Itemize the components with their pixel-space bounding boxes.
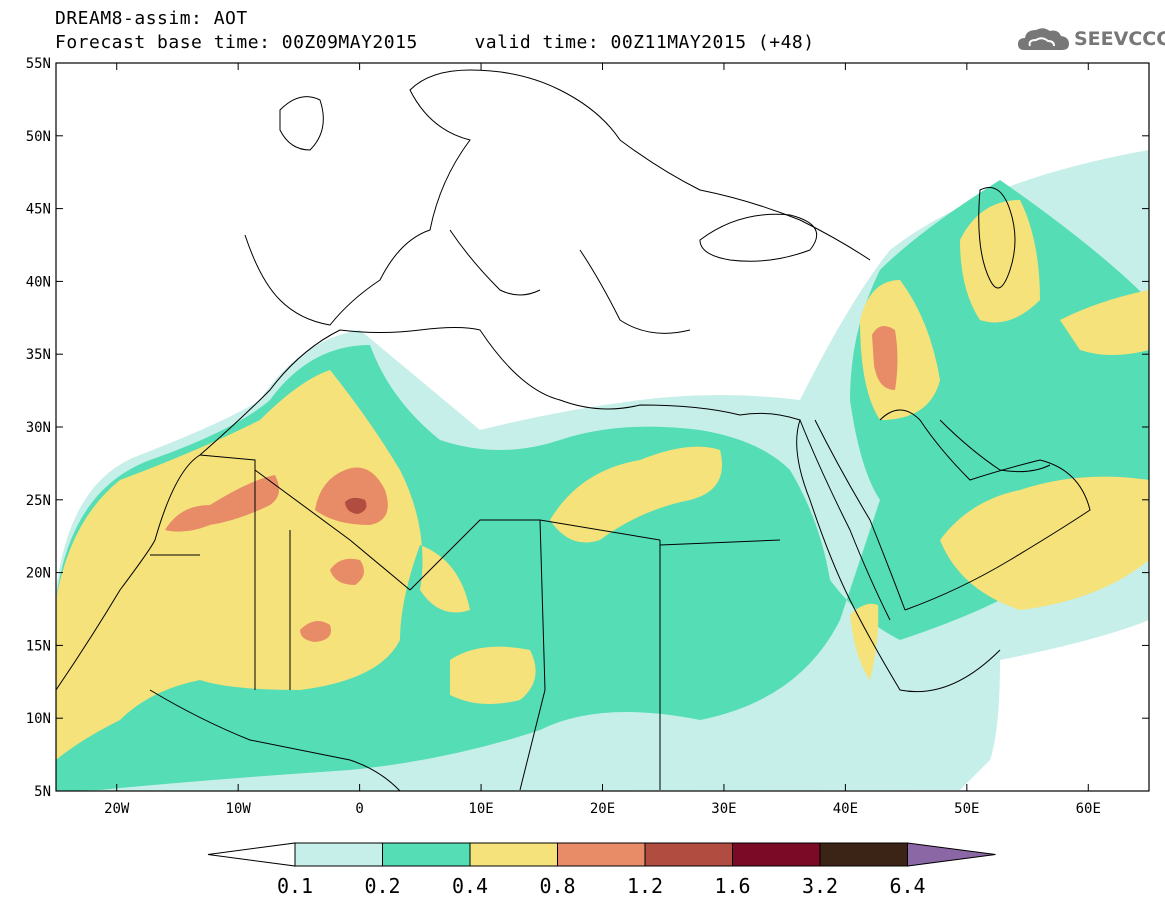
lat-tick-label: 25N: [26, 493, 51, 509]
contour-0.8-mali: [300, 621, 331, 642]
lat-tick-label: 15N: [26, 638, 51, 654]
contour-0.4-iran: [1060, 290, 1149, 355]
contour-0.8-mauritania: [165, 475, 279, 532]
lat-tick-label: 30N: [26, 420, 51, 436]
colorbar-box: [382, 842, 471, 867]
colorbar-underflow: [207, 842, 296, 867]
lon-tick-label: 0: [355, 801, 363, 817]
lon-tick-label: 10E: [468, 801, 493, 817]
contour-0.4-iraq: [860, 280, 940, 420]
axis-ticks: 5N 10N 15N 20N 25N 30N 35N 40N 45N 50N 55N 20W 10W 0 1…: [26, 56, 1149, 817]
lat-tick-label: 55N: [26, 56, 51, 72]
colorbar-overflow: [907, 842, 996, 867]
colorbar-label: 0.2: [364, 874, 400, 898]
contour-0.8-niger: [330, 558, 364, 585]
colorbar-label: 0.8: [539, 874, 575, 898]
contour-0.4-west: [56, 370, 470, 760]
contour-0.8-algeria: [315, 467, 388, 525]
lon-tick-label: 50E: [954, 801, 979, 817]
colorbar: 0.1 0.2 0.4 0.8 1.2 1.6 3.2 6.4: [207, 842, 996, 898]
lon-tick-label: 10W: [226, 801, 252, 817]
lon-tick-label: 40E: [833, 801, 858, 817]
colorbar-box: [819, 842, 908, 867]
lat-tick-label: 10N: [26, 711, 51, 727]
colorbar-box: [557, 842, 646, 867]
chart-title: DREAM8-assim: AOT: [55, 8, 248, 29]
logo-text: SEEVCCC: [1074, 28, 1165, 50]
contour-0.4-chad: [450, 646, 536, 704]
colorbar-box: [644, 842, 733, 867]
colorbar-label: 3.2: [802, 874, 838, 898]
lat-tick-label: 5N: [34, 784, 51, 800]
coastlines: [56, 69, 1091, 791]
colorbar-label: 0.4: [452, 874, 488, 898]
lon-tick-label: 60E: [1076, 801, 1101, 817]
aot-contours: [56, 63, 1149, 791]
lon-tick-label: 30E: [711, 801, 736, 817]
contour-0.4-central: [550, 446, 722, 543]
lon-tick-label: 20W: [104, 801, 130, 817]
contour-0.8-iraq: [872, 326, 898, 390]
contour-0.4-caspian: [960, 200, 1040, 323]
colorbar-label: 6.4: [889, 874, 925, 898]
lat-tick-label: 35N: [26, 347, 51, 363]
cloud-logo-icon: [1018, 28, 1069, 50]
lat-tick-label: 20N: [26, 566, 51, 582]
lat-tick-label: 40N: [26, 274, 51, 290]
colorbar-box: [469, 842, 558, 867]
colorbar-label: 1.2: [627, 874, 663, 898]
colorbar-label: 1.6: [714, 874, 750, 898]
lat-tick-label: 45N: [26, 202, 51, 218]
lat-tick-label: 50N: [26, 129, 51, 145]
contour-0.4-redsea: [850, 603, 879, 680]
lon-tick-label: 20E: [590, 801, 615, 817]
contour-0.4-arabia: [940, 476, 1149, 610]
colorbar-box: [294, 842, 383, 867]
forecast-time-subtitle: Forecast base time: 00Z09MAY2015 valid t…: [55, 32, 815, 53]
colorbar-label: 0.1: [277, 874, 313, 898]
contour-1.2-algeria: [345, 497, 367, 514]
colorbar-box: [732, 842, 821, 867]
